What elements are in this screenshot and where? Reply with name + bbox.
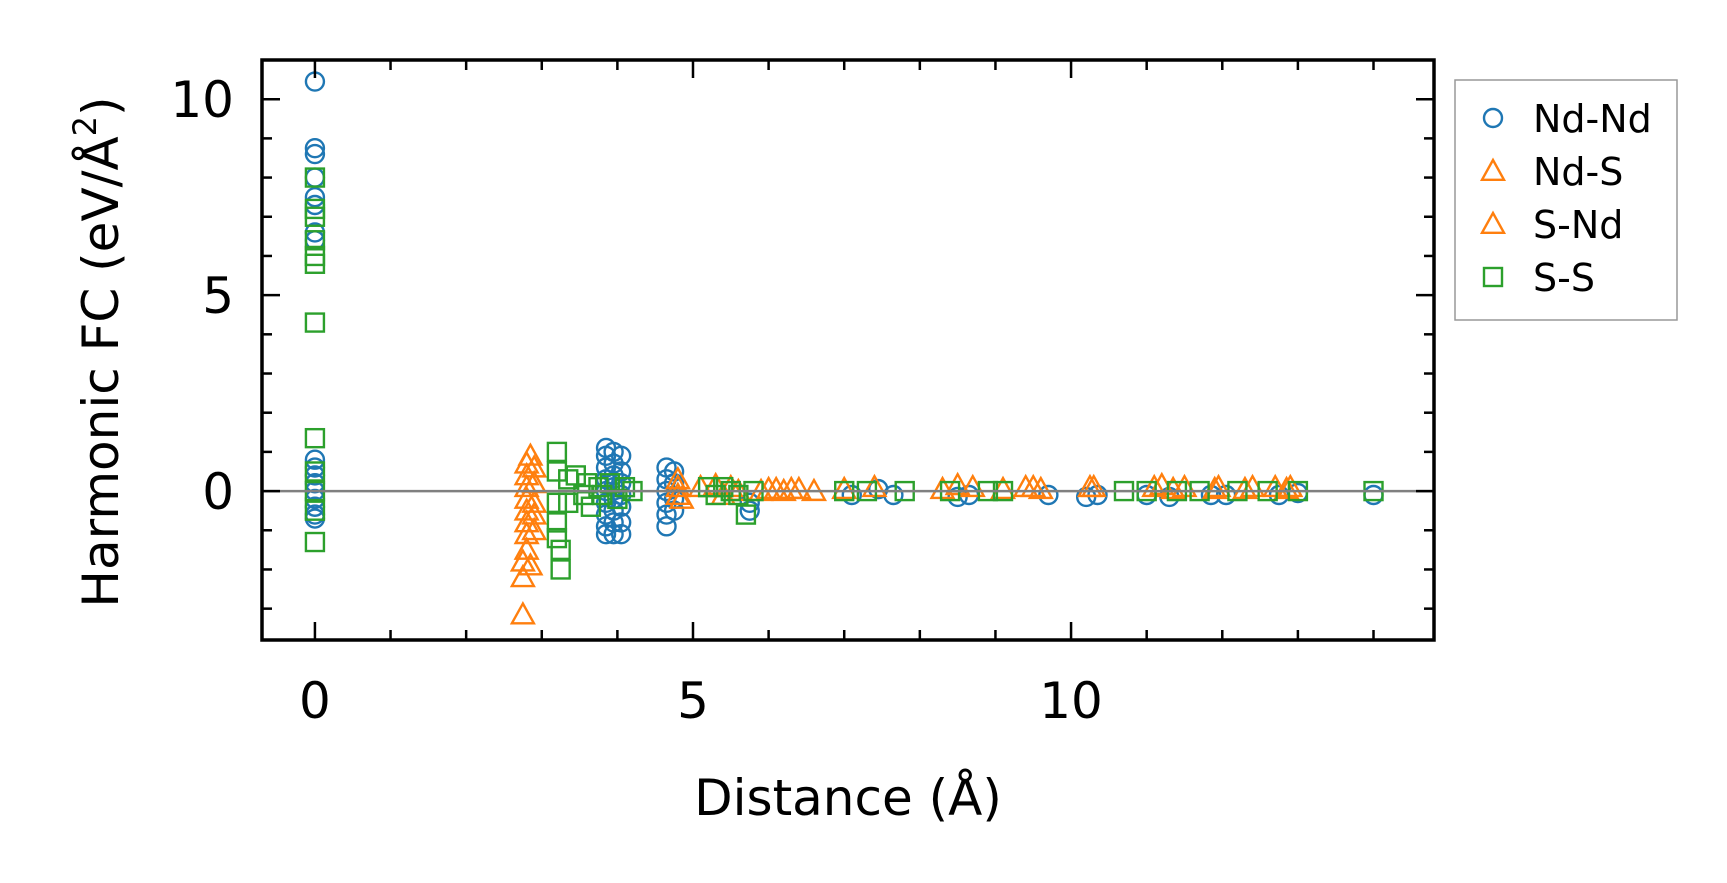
data-point [610,523,632,545]
data-point [546,527,568,549]
data-point [304,449,326,470]
data-point [517,552,544,576]
data-point [513,473,540,498]
data-point [521,501,548,525]
data-point [841,484,862,506]
data-point [304,500,326,521]
data-point [1020,473,1047,498]
data-point [509,601,536,625]
series-s-s [304,167,1384,580]
data-point [610,512,632,533]
data-point [304,461,326,482]
data-point [304,230,326,251]
legend-label: S-Nd [1533,203,1623,247]
data-point [304,312,326,333]
data-point [521,489,548,513]
data-point [304,143,326,165]
data-point [1231,475,1259,500]
data-point [1141,473,1168,498]
data-point [304,253,326,274]
x-tick-label: 5 [677,672,709,730]
data-point [610,445,632,467]
data-point [664,481,691,505]
data-point [521,454,548,478]
data-point [513,520,540,545]
data-point [614,476,636,498]
data-point [304,531,326,553]
data-point [304,137,326,159]
data-point [521,516,548,541]
legend-marker [1482,266,1504,288]
y-tick-label: 0 [202,463,234,521]
data-point [509,563,536,588]
x-axis-label: Distance (Å) [694,769,1002,827]
data-point [550,559,571,580]
data-point [592,484,613,506]
legend-item: S-S [1482,256,1595,300]
data-point [580,496,602,517]
data-point [513,536,540,560]
data-point [1205,473,1232,498]
legend-item: S-Nd [1479,203,1623,247]
legend-label: Nd-Nd [1533,97,1652,141]
data-point [546,492,568,514]
data-point [929,475,956,500]
legend-label: Nd-S [1533,150,1623,194]
legend: Nd-Nd Nd-S S-Nd S-S [1454,79,1678,321]
plot-frame [260,58,1436,642]
data-point [861,473,888,498]
x-tick-label: 10 [1039,672,1103,730]
data-point [831,475,858,500]
data-point [550,539,571,561]
data-point [1262,473,1289,498]
y-tick-label: 10 [170,71,234,129]
legend-marker [1479,157,1507,182]
data-point [663,461,685,482]
legend-item: Nd-S [1479,150,1623,194]
data-marks [304,71,1384,625]
y-axis-label-main: Harmonic FC (eV/Å [72,136,130,607]
data-point [1076,473,1104,498]
data-point [1273,475,1300,500]
data-point [610,461,632,482]
legend-box [1454,79,1678,321]
data-point [944,471,971,496]
data-point [546,512,568,533]
data-point [304,167,326,188]
data-point [1027,475,1054,500]
data-point [1363,484,1384,506]
y-tick-label: 5 [202,267,234,325]
axis-ticks [262,58,1434,640]
tick-labels: 0 5 10 0 5 10 [170,71,1102,730]
y-axis-label-superscript: 2 [66,116,104,136]
data-point [668,485,695,509]
legend-item: Nd-Nd [1482,97,1652,141]
legend-marker [1479,210,1507,235]
data-point [785,475,812,500]
legend-marker [1482,107,1504,129]
data-point [728,484,749,506]
data-point [664,465,691,490]
data-point [304,186,326,208]
data-point [1277,473,1304,498]
series-nd-nd [304,71,1384,545]
data-point [883,484,904,506]
data-point [304,206,326,227]
y-axis-label: Harmonic FC (eV/Å2) [66,96,130,607]
data-point [739,500,760,521]
series-s-nd [521,454,1300,541]
data-point [304,427,326,449]
y-axis-label-end: ) [72,96,130,116]
data-point [735,504,757,525]
legend-label: S-S [1533,256,1595,300]
data-point [546,441,568,463]
data-point [304,167,326,188]
x-tick-label: 0 [299,672,331,730]
